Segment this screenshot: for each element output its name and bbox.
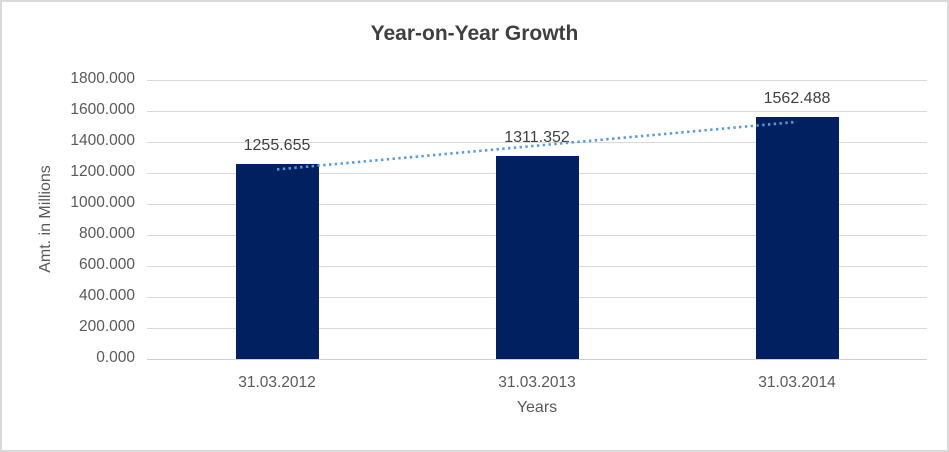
gridline [147, 141, 927, 143]
y-tick-label: 1400.000 [70, 132, 135, 149]
bar-31.03.2014 [755, 116, 839, 359]
x-axis-title: Years [516, 399, 558, 416]
y-tick-label: 200.000 [78, 318, 135, 335]
x-axis-line [147, 359, 927, 360]
y-tick-label: 1200.000 [70, 163, 135, 180]
bar-31.03.2012 [235, 164, 319, 359]
data-label: 1311.352 [504, 128, 570, 146]
y-tick-label: 600.000 [78, 256, 135, 273]
y-tick-label: 1000.000 [70, 194, 135, 211]
chart-title: Year-on-Year Growth [370, 22, 579, 45]
y-tick-label: 1800.000 [70, 70, 135, 87]
y-tick-label: 400.000 [78, 287, 135, 304]
data-label: 1255.655 [243, 137, 311, 155]
gridline [147, 79, 927, 81]
x-tick-label: 31.03.2014 [758, 374, 836, 391]
x-tick-label: 31.03.2012 [238, 374, 316, 391]
bar-31.03.2013 [495, 155, 579, 359]
gridline [147, 110, 927, 112]
x-tick-label: 31.03.2013 [498, 374, 576, 391]
y-tick-label: 1600.000 [70, 101, 135, 118]
data-label: 1562.488 [763, 89, 831, 107]
y-tick-label: 0.000 [96, 349, 135, 366]
y-tick-label: 800.000 [78, 225, 135, 242]
